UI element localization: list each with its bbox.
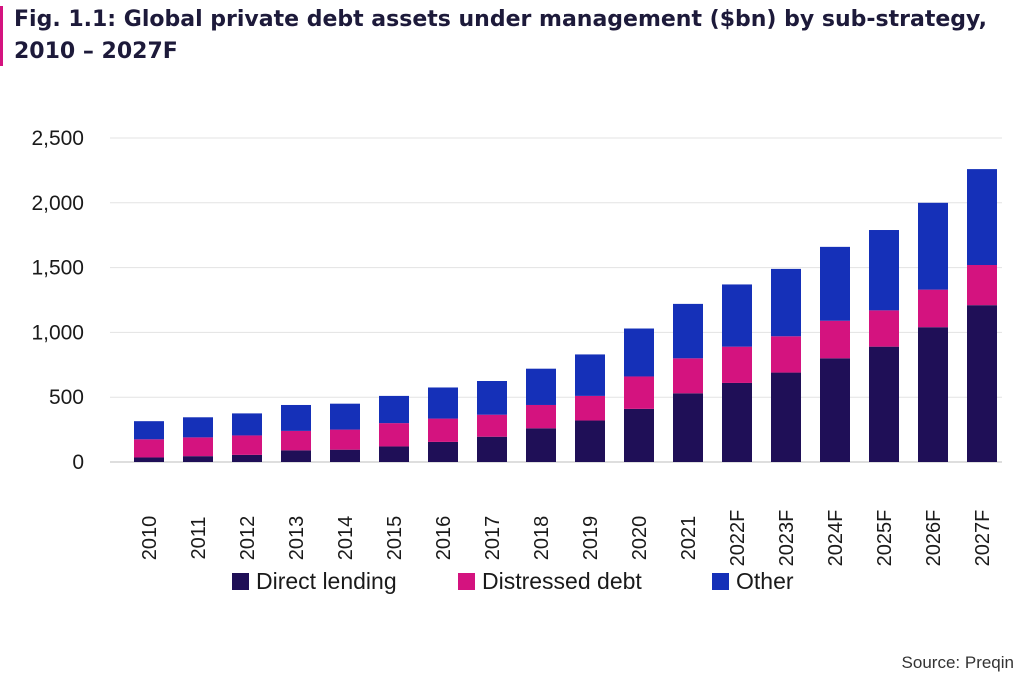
bar-segment-other <box>918 202 948 290</box>
chart-title: Fig. 1.1: Global private debt assets und… <box>14 7 987 64</box>
bar-segment-other <box>526 368 556 405</box>
bar-segment-other <box>967 169 997 266</box>
x-tick-label: 2018 <box>531 516 553 561</box>
bar-segment-direct-lending <box>771 372 801 462</box>
x-tick-label: 2022F <box>727 510 749 567</box>
legend-swatch <box>458 573 475 590</box>
bar-segment-direct-lending <box>330 449 360 462</box>
legend-swatch <box>712 573 729 590</box>
bar-segment-distressed-debt <box>134 439 164 458</box>
bar-segment-direct-lending <box>526 428 556 462</box>
x-tick-label: 2014 <box>335 516 357 561</box>
y-tick-label: 0 <box>72 451 84 474</box>
legend-label: Direct lending <box>256 568 397 594</box>
bar-segment-distressed-debt <box>918 289 948 328</box>
title-accent-bar <box>0 6 3 66</box>
bar-segment-distressed-debt <box>869 310 899 347</box>
x-tick-label: 2015 <box>384 516 406 561</box>
bar-segment-distressed-debt <box>771 336 801 373</box>
x-tick-label: 2027F <box>972 510 994 567</box>
x-tick-label: 2010 <box>139 516 161 561</box>
legend-label: Distressed debt <box>482 568 642 594</box>
x-tick-label: 2012 <box>237 516 259 561</box>
bar-segment-distressed-debt <box>379 423 409 447</box>
bar-segment-distressed-debt <box>673 358 703 394</box>
bar-segment-distressed-debt <box>330 429 360 450</box>
bar-segment-distressed-debt <box>428 418 458 442</box>
bar-segment-other <box>379 395 409 424</box>
bar-segment-direct-lending <box>477 436 507 462</box>
bar-segment-direct-lending <box>820 358 850 462</box>
x-tick-label: 2025F <box>874 510 896 567</box>
bar-segment-other <box>771 268 801 337</box>
bar-segment-other <box>673 303 703 359</box>
x-tick-label: 2024F <box>825 510 847 567</box>
bar-segment-distressed-debt <box>820 320 850 359</box>
bar-segment-distressed-debt <box>575 395 605 421</box>
source-note: Source: Preqin <box>901 653 1014 672</box>
bar-segment-distressed-debt <box>722 346 752 383</box>
legend-swatch <box>232 573 249 590</box>
bar-segment-distressed-debt <box>526 404 556 429</box>
bar-segment-other <box>820 246 850 321</box>
bar-segment-direct-lending <box>918 327 948 462</box>
bar-segment-other <box>477 381 507 415</box>
x-tick-label: 2019 <box>580 516 602 561</box>
y-tick-label: 1,500 <box>31 257 84 280</box>
bar-segment-direct-lending <box>673 393 703 462</box>
y-tick-label: 2,000 <box>31 192 84 215</box>
bar-segment-other <box>330 403 360 430</box>
x-tick-label: 2026F <box>923 510 945 567</box>
bar-segment-distressed-debt <box>967 265 997 306</box>
y-tick-label: 1,000 <box>31 321 84 344</box>
bar-segment-distressed-debt <box>281 430 311 451</box>
bar-segment-other <box>869 230 899 311</box>
bar-segment-other <box>624 328 654 377</box>
bar-segment-direct-lending <box>134 457 164 462</box>
bar-segment-other <box>428 387 458 419</box>
x-tick-label: 2016 <box>433 516 455 561</box>
bar-segment-direct-lending <box>232 454 262 462</box>
x-tick-label: 2020 <box>629 516 651 561</box>
bar-segment-direct-lending <box>722 382 752 462</box>
legend: Direct lending Distressed debt Other <box>232 568 794 594</box>
bar-segment-distressed-debt <box>232 435 262 455</box>
y-tick-label: 500 <box>49 386 84 409</box>
bar-segment-direct-lending <box>869 346 899 462</box>
legend-label: Other <box>736 568 794 594</box>
bar-segment-direct-lending <box>624 408 654 462</box>
bar-segment-distressed-debt <box>183 437 213 457</box>
x-tick-label: 2011 <box>188 516 210 559</box>
bar-segment-other <box>134 421 164 440</box>
x-tick-label: 2013 <box>286 516 308 561</box>
bar-segment-other <box>183 417 213 438</box>
y-tick-label: 2,500 <box>31 127 84 150</box>
bar-segment-distressed-debt <box>624 376 654 409</box>
bars <box>134 169 997 462</box>
bar-segment-direct-lending <box>281 450 311 462</box>
bar-segment-other <box>232 413 262 436</box>
y-axis-ticks: 0 500 1,000 1,500 2,000 2,500 <box>31 127 84 474</box>
bar-segment-distressed-debt <box>477 414 507 437</box>
x-tick-label: 2017 <box>482 516 504 561</box>
bar-segment-direct-lending <box>967 305 997 462</box>
bar-segment-direct-lending <box>575 420 605 462</box>
x-tick-label: 2023F <box>776 510 798 567</box>
bar-segment-other <box>722 284 752 347</box>
bar-segment-other <box>281 404 311 431</box>
bar-segment-direct-lending <box>379 446 409 462</box>
x-tick-label: 2021 <box>678 516 700 561</box>
x-axis-ticks: 2010 2011 2012 2013 2014 2015 2016 2017 2018 2019… <box>139 510 994 567</box>
bar-segment-other <box>575 354 605 396</box>
bar-segment-direct-lending <box>428 441 458 462</box>
bar-segment-direct-lending <box>183 456 213 462</box>
